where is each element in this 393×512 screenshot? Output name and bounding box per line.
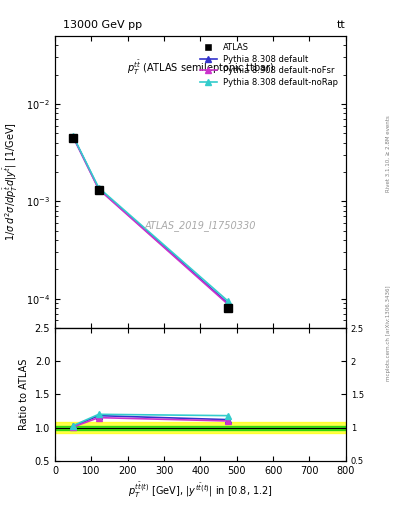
Text: tt: tt — [337, 20, 346, 31]
Text: mcplots.cern.ch [arXiv:1306.3436]: mcplots.cern.ch [arXiv:1306.3436] — [386, 285, 391, 380]
Text: Rivet 3.1.10, ≥ 2.8M events: Rivet 3.1.10, ≥ 2.8M events — [386, 115, 391, 192]
X-axis label: $p_T^{t\bar{t}(t)}$ [GeV], $|y^{t\bar{t}(t)}|$ in [0.8, 1.2]: $p_T^{t\bar{t}(t)}$ [GeV], $|y^{t\bar{t}… — [128, 481, 273, 500]
Text: 13000 GeV pp: 13000 GeV pp — [63, 20, 142, 31]
Bar — [55, 425, 346, 430]
Legend: ATLAS, Pythia 8.308 default, Pythia 8.308 default-noFsr, Pythia 8.308 default-no: ATLAS, Pythia 8.308 default, Pythia 8.30… — [196, 40, 342, 90]
Bar — [55, 422, 346, 433]
Y-axis label: Ratio to ATLAS: Ratio to ATLAS — [19, 359, 29, 430]
Text: ATLAS_2019_I1750330: ATLAS_2019_I1750330 — [145, 220, 256, 231]
Y-axis label: $1 / \sigma\, d^2\sigma / dp_T^{\bar{t}} d|y^{\bar{t}}|$ [1/GeV]: $1 / \sigma\, d^2\sigma / dp_T^{\bar{t}}… — [2, 122, 20, 241]
Text: $p_T^{t\bar{t}}$ (ATLAS semileptonic ttbar): $p_T^{t\bar{t}}$ (ATLAS semileptonic ttb… — [127, 59, 274, 77]
